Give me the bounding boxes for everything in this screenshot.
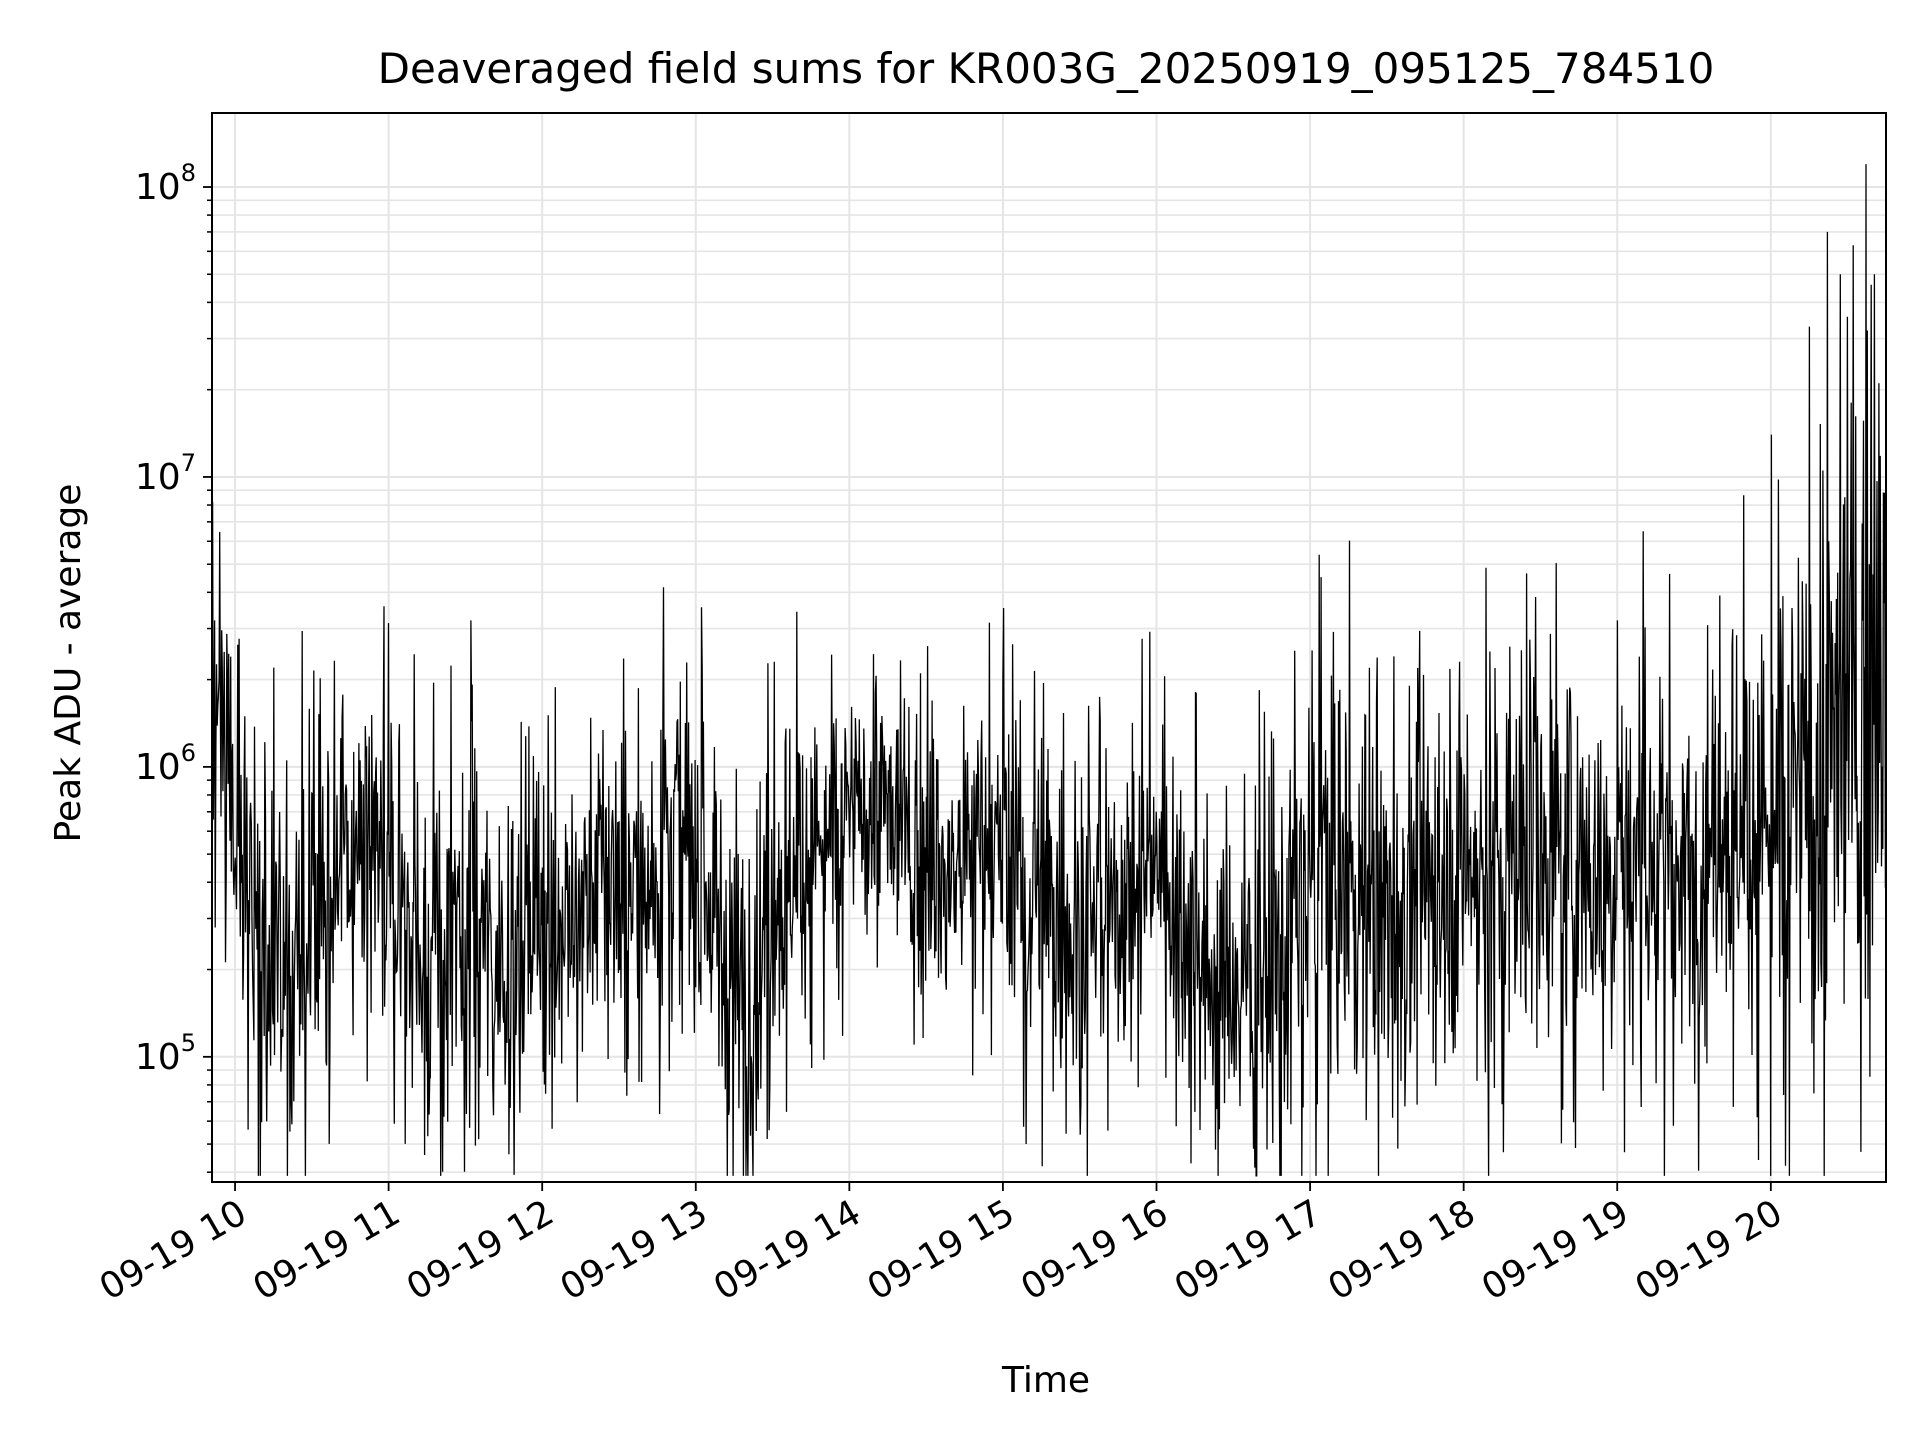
y-tick-label-exponent: 5	[181, 1029, 196, 1057]
axes-border	[211, 112, 1887, 1183]
y-tick-label-base: 10	[135, 167, 181, 208]
y-tick-label-base: 10	[135, 457, 181, 498]
series-line	[211, 164, 1887, 1177]
y-axis-label: Peak ADU - average	[48, 484, 89, 843]
axes-frame	[211, 112, 1887, 1183]
x-axis-label: Time	[1001, 1360, 1090, 1401]
y-tick-label: 105	[135, 1029, 196, 1078]
y-tick-label-exponent: 8	[181, 159, 196, 187]
y-tick-label: 106	[135, 739, 196, 788]
y-tick-label-exponent: 7	[181, 449, 196, 477]
y-tick-label-base: 10	[135, 747, 181, 788]
chart-title: Deaveraged field sums for KR003G_2025091…	[378, 44, 1715, 93]
y-tick-label-base: 10	[135, 1037, 181, 1078]
y-tick-label: 108	[135, 159, 196, 208]
y-tick-label-exponent: 6	[181, 739, 196, 767]
plot-area	[211, 164, 1887, 1177]
y-tick-label: 107	[135, 449, 196, 498]
